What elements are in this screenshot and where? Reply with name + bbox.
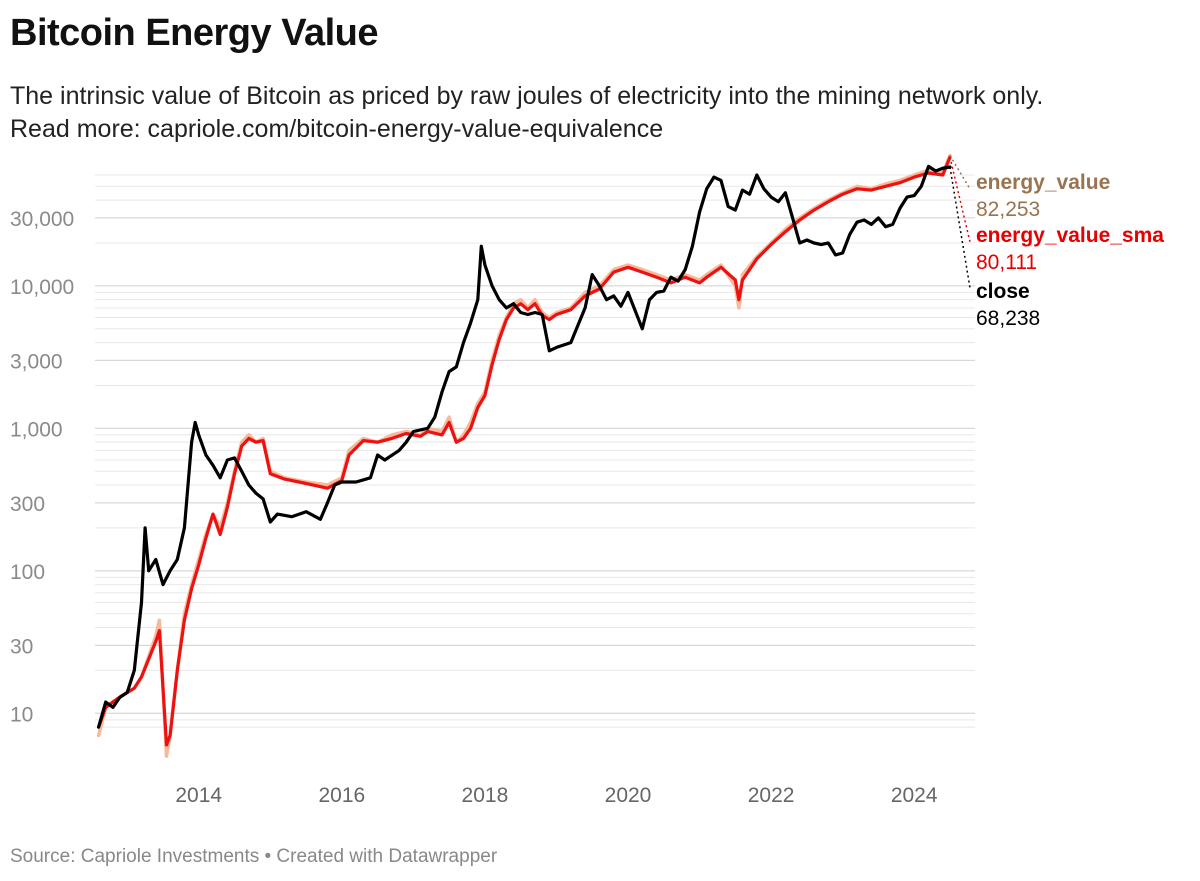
series-label-value-close: 68,238 — [976, 307, 1040, 330]
label-leader-energy_value — [949, 155, 971, 190]
series-label-name-close: close — [976, 280, 1030, 303]
label-leader-energy_value_sma — [949, 156, 971, 243]
y-tick-label: 30 — [10, 635, 33, 658]
subtitle-line-description: The intrinsic value of Bitcoin as priced… — [10, 82, 1044, 110]
y-tick-label: 1,000 — [10, 418, 63, 441]
y-tick-label: 100 — [10, 561, 45, 584]
chart-subtitle: The intrinsic value of Bitcoin as priced… — [10, 80, 1190, 146]
y-tick-label: 3,000 — [10, 350, 63, 373]
series-labels: energy_value 82,253 energy_value_sma 80,111… — [949, 155, 1164, 330]
subtitle-line-link: Read more: capriole.com/bitcoin-energy-v… — [10, 115, 664, 143]
x-tick-label: 2024 — [891, 784, 938, 807]
y-tick-label: 10 — [10, 703, 33, 726]
series-lines — [96, 153, 952, 758]
series-line-close — [97, 164, 952, 729]
x-tick-label: 2020 — [605, 784, 652, 807]
y-tick-label: 30,000 — [10, 208, 74, 231]
x-axis-ticks: 2014 2016 2018 2020 2022 2024 — [175, 784, 937, 807]
series-label-name-energy_value_sma: energy_value_sma — [976, 224, 1164, 247]
y-tick-label: 10,000 — [10, 276, 74, 299]
y-axis-ticks: 10 30 100 300 1,000 3,000 10,000 30,000 — [10, 208, 74, 726]
x-tick-label: 2016 — [318, 784, 365, 807]
series-label-value-energy_value: 82,253 — [976, 198, 1040, 221]
x-tick-label: 2022 — [748, 784, 795, 807]
grid-lines — [95, 174, 975, 728]
x-tick-label: 2014 — [175, 784, 222, 807]
series-label-name-energy_value: energy_value — [976, 171, 1110, 194]
series-label-value-energy_value_sma: 80,111 — [976, 251, 1037, 274]
y-tick-label: 300 — [10, 493, 45, 516]
x-tick-label: 2018 — [462, 784, 509, 807]
source-footer: Source: Capriole Investments • Created w… — [10, 846, 498, 867]
label-leader-close — [949, 166, 971, 289]
chart-title: Bitcoin Energy Value — [10, 12, 379, 54]
series-line-energy_value_sma — [97, 155, 952, 747]
